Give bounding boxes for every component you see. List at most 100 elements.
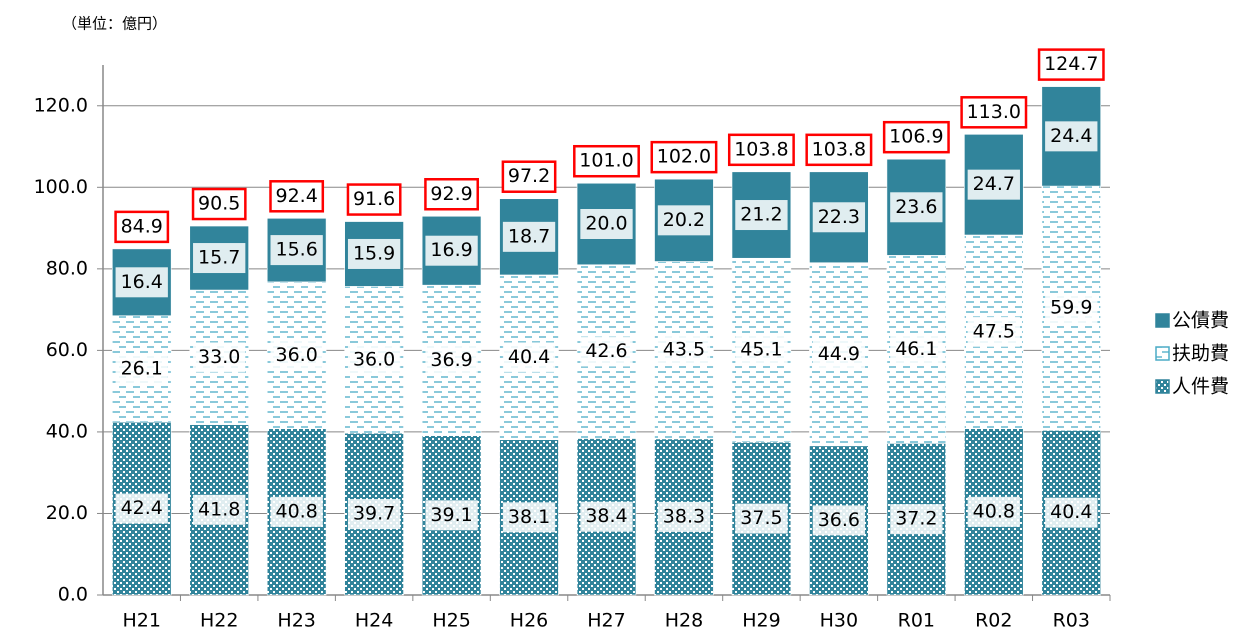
total-label: 90.5 xyxy=(198,193,240,215)
data-label: 23.6 xyxy=(895,196,937,218)
data-label: 44.9 xyxy=(818,343,860,365)
x-tick-label: R01 xyxy=(898,610,935,632)
data-label-bg xyxy=(812,339,866,370)
data-label-bg xyxy=(890,504,943,535)
data-label: 38.3 xyxy=(663,505,705,527)
y-tick-label: 60.0 xyxy=(46,339,88,361)
x-tick-label: H30 xyxy=(820,610,858,632)
data-label-bg xyxy=(580,336,633,367)
data-label-bg xyxy=(967,496,1020,527)
total-box xyxy=(114,210,170,244)
data-label-bg xyxy=(812,202,866,233)
data-label: 36.0 xyxy=(275,344,317,366)
data-label-bg xyxy=(115,493,168,524)
data-label: 24.7 xyxy=(973,173,1015,195)
data-label-bg xyxy=(812,505,866,536)
data-label-bg xyxy=(735,200,788,231)
y-tick-label: 20.0 xyxy=(46,502,88,524)
data-label: 39.1 xyxy=(430,504,472,526)
x-tick-label: H29 xyxy=(742,610,780,632)
data-label: 16.4 xyxy=(121,271,163,293)
data-label-bg xyxy=(657,335,711,366)
data-label: 20.2 xyxy=(663,209,705,231)
data-label: 43.5 xyxy=(663,339,705,361)
data-label-bg xyxy=(890,192,943,223)
data-label: 40.8 xyxy=(973,500,1015,522)
data-label: 16.9 xyxy=(430,239,472,261)
y-tick-label: 100.0 xyxy=(34,176,88,198)
x-tick-label: R03 xyxy=(1053,610,1090,632)
data-label: 37.2 xyxy=(895,508,937,530)
legend-swatch xyxy=(1155,313,1170,328)
data-label-bg xyxy=(1045,293,1098,324)
x-tick-label: H23 xyxy=(277,610,315,632)
data-label: 47.5 xyxy=(973,320,1015,342)
x-tick-label: H25 xyxy=(432,610,470,632)
data-label-bg xyxy=(735,335,788,366)
total-box xyxy=(882,120,950,154)
y-tick-label: 40.0 xyxy=(46,420,88,442)
total-label: 102.0 xyxy=(657,146,711,168)
data-label-bg xyxy=(425,345,478,376)
data-label-bg xyxy=(347,499,401,530)
total-label: 84.9 xyxy=(121,215,163,237)
data-label-bg xyxy=(580,501,633,532)
data-label-bg xyxy=(270,496,323,527)
data-label: 18.7 xyxy=(508,225,550,247)
data-label: 15.9 xyxy=(353,242,395,264)
total-box xyxy=(727,133,795,167)
x-tick-label: H27 xyxy=(587,610,625,632)
data-label: 41.8 xyxy=(198,498,240,520)
data-label: 39.7 xyxy=(353,503,395,525)
data-label-bg xyxy=(347,238,401,269)
total-box xyxy=(191,187,247,221)
data-label: 15.7 xyxy=(198,247,240,269)
data-label-bg xyxy=(193,494,246,525)
total-label: 103.8 xyxy=(812,138,866,160)
data-label-bg xyxy=(347,344,401,375)
legend-label: 公債費 xyxy=(1172,310,1229,332)
data-label: 36.9 xyxy=(430,349,472,371)
data-label-bg xyxy=(967,316,1020,347)
legend-swatch xyxy=(1155,346,1170,361)
data-label: 40.4 xyxy=(1050,501,1092,523)
total-label: 124.7 xyxy=(1044,53,1098,75)
data-label: 40.4 xyxy=(508,346,550,368)
data-label: 33.0 xyxy=(198,346,240,368)
data-label: 36.0 xyxy=(353,348,395,370)
total-box xyxy=(805,133,873,167)
legend-label: 扶助費 xyxy=(1172,343,1229,365)
data-label: 42.4 xyxy=(121,497,163,519)
data-label-bg xyxy=(580,209,633,239)
total-label: 113.0 xyxy=(967,101,1021,123)
total-label: 92.4 xyxy=(275,185,317,207)
data-label-bg xyxy=(967,169,1020,200)
data-label: 24.4 xyxy=(1050,125,1092,147)
data-label: 15.6 xyxy=(275,239,317,261)
total-box xyxy=(960,96,1028,129)
data-label-bg xyxy=(657,205,711,236)
total-label: 103.8 xyxy=(734,138,788,160)
data-label-bg xyxy=(115,353,168,384)
data-label: 59.9 xyxy=(1050,297,1092,319)
data-label: 42.6 xyxy=(585,340,627,362)
y-tick-label: 0.0 xyxy=(58,584,88,606)
data-label: 21.2 xyxy=(740,204,782,226)
total-label: 91.6 xyxy=(353,188,395,210)
data-label: 38.4 xyxy=(585,505,627,527)
data-label-bg xyxy=(890,334,943,365)
x-tick-label: H22 xyxy=(200,610,238,632)
data-label-bg xyxy=(657,501,711,532)
x-tick-label: R02 xyxy=(975,610,1012,632)
data-label-bg xyxy=(502,502,556,533)
data-label-bg xyxy=(193,342,246,373)
data-label: 46.1 xyxy=(895,338,937,360)
total-label: 97.2 xyxy=(508,165,550,187)
data-label: 36.6 xyxy=(818,509,860,531)
y-tick-label: 120.0 xyxy=(34,94,88,116)
data-label-bg xyxy=(425,500,478,531)
legend-label: 人件費 xyxy=(1172,376,1229,398)
total-box xyxy=(424,178,479,211)
data-label: 26.1 xyxy=(121,357,163,379)
